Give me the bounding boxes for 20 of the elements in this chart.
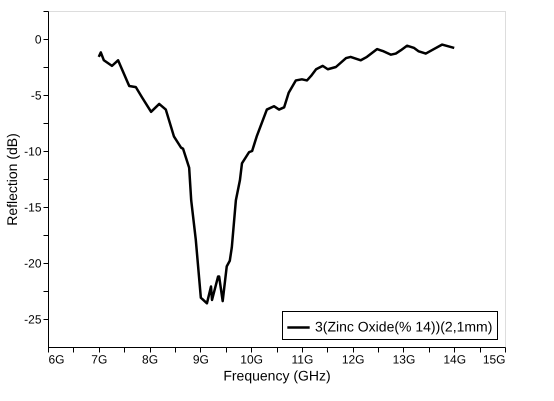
x-tick-label: 12G xyxy=(342,352,365,366)
y-tick-label: -25 xyxy=(24,312,42,326)
y-axis-title: Reflection (dB) xyxy=(4,133,20,226)
x-tick-label: 7G xyxy=(91,352,108,366)
y-tick-label: -20 xyxy=(24,256,42,270)
x-axis-title: Frequency (GHz) xyxy=(223,368,331,384)
y-tick-label: -15 xyxy=(24,200,42,214)
legend-label: 3(Zinc Oxide(% 14))(2,1mm) xyxy=(315,318,492,334)
x-tick-label: 13G xyxy=(392,352,416,366)
x-tick-label: 6G xyxy=(48,352,65,366)
x-tick-label: 10G xyxy=(240,352,263,366)
y-tick-label: -5 xyxy=(30,88,42,102)
x-tick-label: 11G xyxy=(291,352,314,366)
x-tick-label: 9G xyxy=(192,352,209,366)
y-tick-label: -10 xyxy=(24,144,42,158)
x-tick-label: 8G xyxy=(142,352,158,366)
x-tick-label: 15G xyxy=(482,352,506,366)
line-series xyxy=(98,43,456,305)
y-tick-label: 0 xyxy=(34,32,42,46)
x-tick-label: 14G xyxy=(443,352,466,366)
